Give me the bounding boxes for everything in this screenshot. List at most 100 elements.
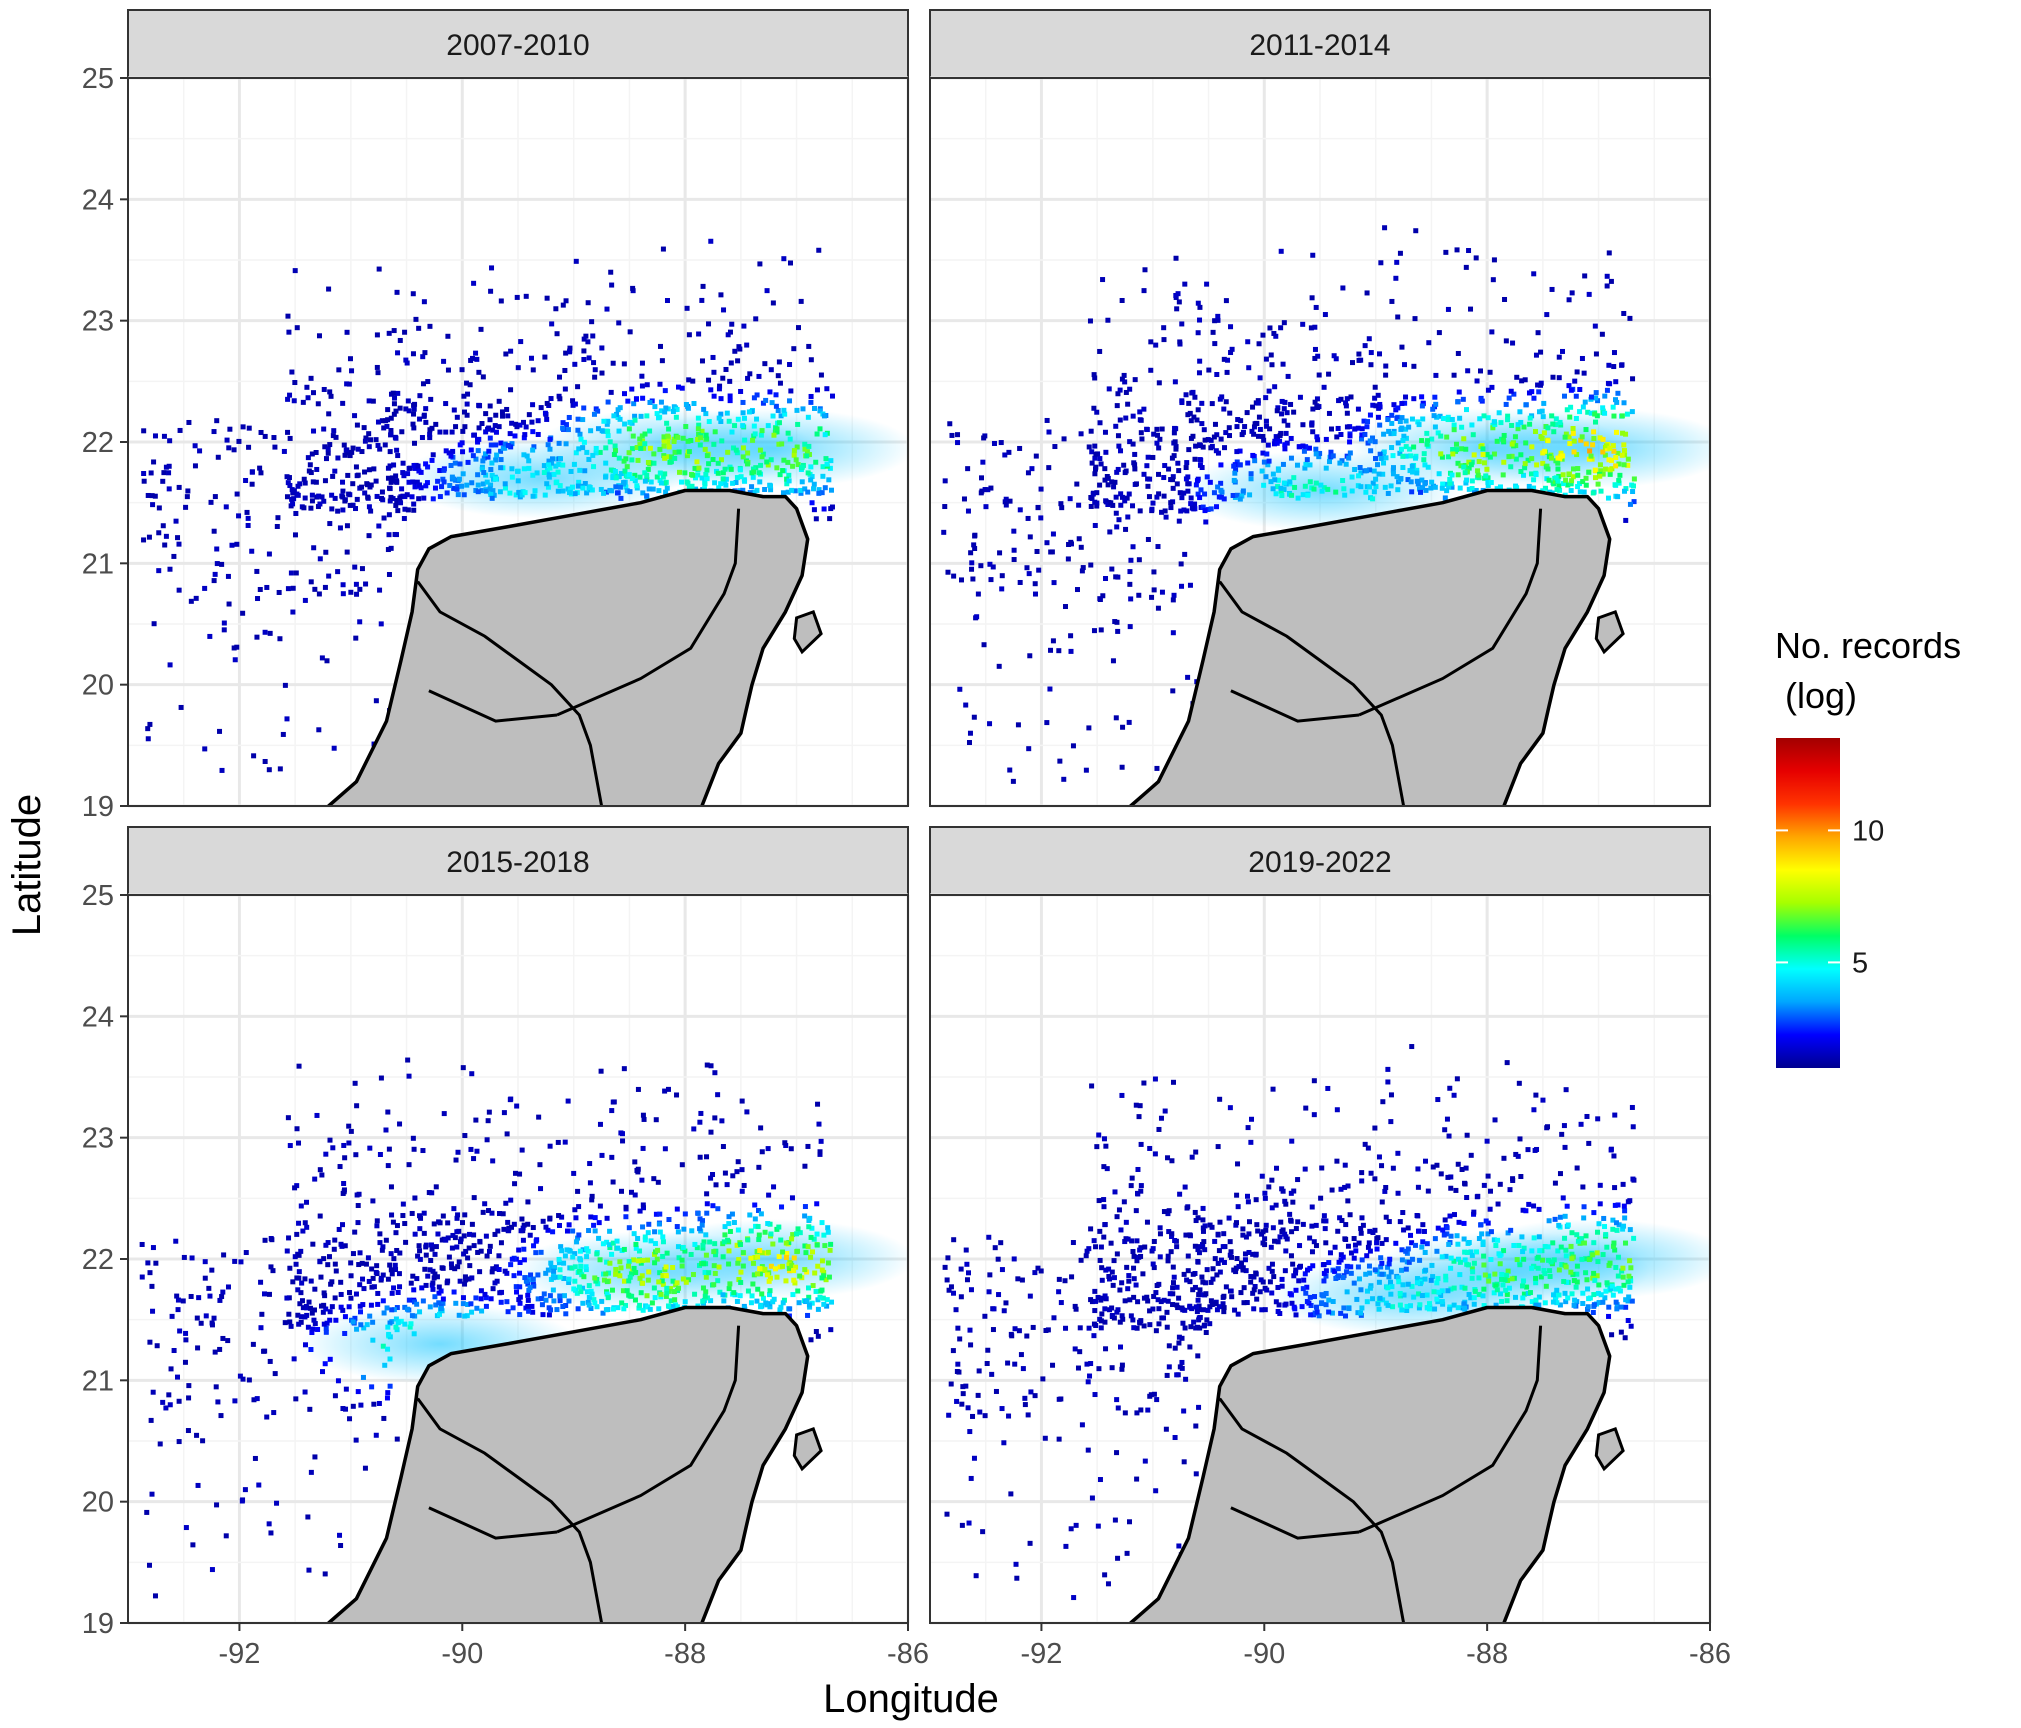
record-cell	[812, 405, 818, 411]
record-cell	[411, 1331, 417, 1337]
record-cell	[375, 1290, 381, 1296]
record-cell	[521, 1246, 527, 1252]
record-cell	[449, 474, 455, 480]
record-cell	[634, 483, 640, 489]
record-cell	[353, 581, 359, 587]
record-cell	[358, 1402, 364, 1408]
record-cell	[1265, 442, 1271, 448]
record-cell	[350, 445, 356, 451]
record-cell	[1101, 1197, 1107, 1203]
record-cell	[156, 530, 162, 536]
record-cell	[551, 1298, 557, 1304]
record-cell	[517, 1312, 523, 1318]
record-cell	[524, 453, 530, 459]
record-cell	[1239, 493, 1245, 499]
record-cell	[266, 551, 272, 557]
record-cell	[631, 401, 637, 407]
record-cell	[480, 458, 486, 464]
record-cell	[663, 1264, 669, 1270]
record-cell	[1103, 498, 1109, 504]
record-cell	[1094, 500, 1100, 506]
record-cell	[827, 465, 833, 471]
record-cell	[306, 1299, 312, 1305]
record-cell	[414, 479, 420, 485]
record-cell	[807, 1215, 813, 1221]
record-cell	[414, 1276, 420, 1282]
record-cell	[449, 1265, 455, 1271]
record-cell	[1391, 402, 1397, 408]
record-cell	[739, 1098, 745, 1104]
record-cell	[708, 1175, 714, 1181]
facet-strip-label: 2019-2022	[1248, 846, 1391, 879]
record-cell	[594, 1251, 600, 1257]
record-cell	[1483, 1218, 1489, 1224]
record-cell	[1265, 462, 1271, 468]
record-cell	[354, 1192, 360, 1198]
record-cell	[1273, 434, 1279, 440]
record-cell	[1120, 724, 1126, 730]
record-cell	[1089, 449, 1095, 455]
record-cell	[1563, 1247, 1569, 1253]
record-cell	[566, 1298, 572, 1304]
record-cell	[1197, 317, 1203, 323]
record-cell	[219, 1294, 225, 1300]
record-cell	[621, 1306, 627, 1312]
record-cell	[829, 504, 835, 510]
record-cell	[757, 1271, 763, 1277]
record-cell	[1561, 1278, 1567, 1284]
record-cell	[471, 280, 477, 286]
record-cell	[786, 1240, 792, 1246]
record-cell	[798, 298, 804, 304]
record-cell	[411, 425, 417, 431]
record-cell	[610, 1099, 616, 1105]
record-cell	[1432, 424, 1438, 430]
record-cell	[370, 1275, 376, 1281]
record-cell	[468, 1301, 474, 1307]
record-cell	[304, 1312, 310, 1318]
record-cell	[605, 428, 611, 434]
record-cell	[998, 440, 1004, 446]
record-cell	[1255, 433, 1261, 439]
record-cell	[1193, 482, 1199, 488]
record-cell	[785, 430, 791, 436]
record-cell	[1288, 435, 1294, 441]
record-cell	[1557, 419, 1563, 425]
record-cell	[1113, 510, 1119, 516]
record-cell	[468, 447, 474, 453]
record-cell	[745, 375, 751, 381]
record-cell	[1353, 1248, 1359, 1254]
record-cell	[366, 1278, 372, 1284]
record-cell	[311, 545, 317, 551]
record-cell	[214, 418, 220, 424]
density-blob	[634, 1219, 908, 1299]
record-cell	[795, 1226, 801, 1232]
record-cell	[1382, 225, 1388, 231]
record-cell	[390, 1219, 396, 1225]
record-cell	[813, 459, 819, 465]
record-cell	[410, 351, 416, 357]
record-cell	[626, 1259, 632, 1265]
record-cell	[1415, 481, 1421, 487]
record-cell	[1592, 475, 1598, 481]
record-cell	[1099, 1277, 1105, 1283]
record-cell	[571, 461, 577, 467]
record-cell	[517, 1171, 523, 1177]
record-cell	[429, 1190, 435, 1196]
record-cell	[623, 484, 629, 490]
record-cell	[389, 1271, 395, 1277]
record-cell	[420, 1298, 426, 1304]
record-cell	[1440, 1301, 1446, 1307]
record-cell	[1570, 466, 1576, 472]
record-cell	[481, 470, 487, 476]
record-cell	[291, 488, 297, 494]
record-cell	[1231, 477, 1237, 483]
record-cell	[1252, 421, 1258, 427]
record-cell	[1381, 449, 1387, 455]
record-cell	[461, 492, 467, 498]
record-cell	[773, 1266, 779, 1272]
record-cell	[326, 573, 332, 579]
record-cell	[1445, 417, 1451, 423]
record-cell	[546, 462, 552, 468]
record-cell	[694, 1245, 700, 1251]
record-cell	[1334, 434, 1340, 440]
